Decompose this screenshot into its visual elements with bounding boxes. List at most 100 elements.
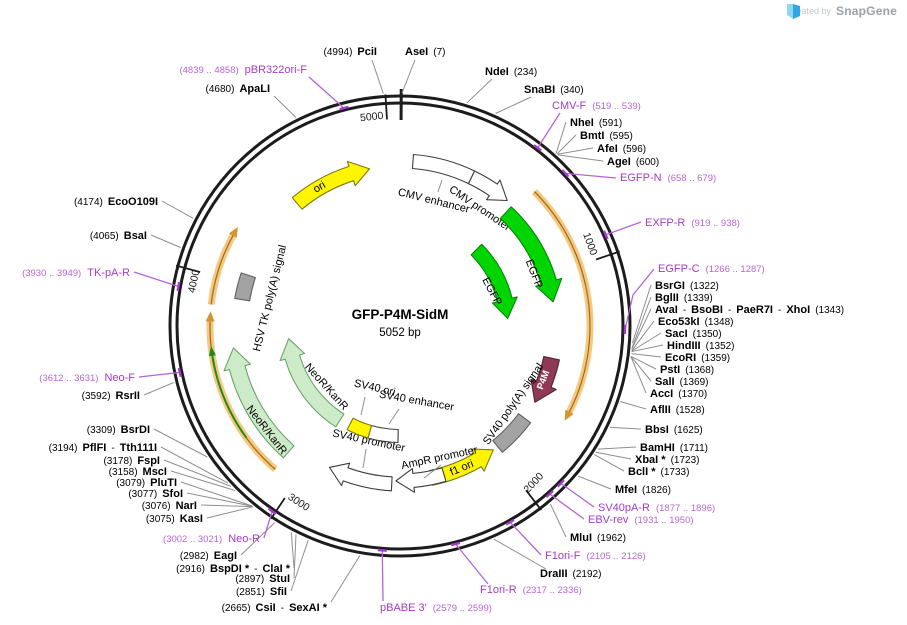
site-name: BspDI * xyxy=(210,563,250,575)
site-leader-line xyxy=(200,504,253,508)
site-name: BglII xyxy=(655,292,679,304)
site-label-bsrdi[interactable]: (3309) BsrDI xyxy=(87,424,150,436)
site-label-pflfi[interactable]: (3194) PflFI - Tth111I xyxy=(49,442,157,454)
site-position: (3194) xyxy=(49,443,78,454)
site-leader-line xyxy=(597,446,637,450)
site-label-sfoi[interactable]: (3077) SfoI xyxy=(128,488,183,500)
site-label-draiii[interactable]: DraIII (2192) xyxy=(540,568,601,580)
primer-label-tk-pa-r[interactable]: (3930 .. 3949) TK-pA-R xyxy=(22,267,130,279)
site-name: AflII xyxy=(650,404,671,416)
site-name: ClaI * xyxy=(262,563,290,575)
site-label-mlui[interactable]: MluI (1962) xyxy=(570,532,626,544)
site-label-avai[interactable]: AvaI - BsoBI - PaeR7I - XhoI (1343) xyxy=(655,304,844,316)
feature-label-hsv-tk-poly-a-signal[interactable]: HSV TK poly(A) signal xyxy=(251,244,289,353)
site-label-acci[interactable]: AccI (1370) xyxy=(650,388,707,400)
site-label-eagi[interactable]: (2982) EagI xyxy=(180,550,237,562)
primer-label-pbabe-3[interactable]: pBABE 3' (2579 .. 2599) xyxy=(380,602,492,614)
site-label-bmti[interactable]: BmtI (595) xyxy=(580,130,633,142)
site-label-afei[interactable]: AfeI (596) xyxy=(597,143,646,155)
site-position: (1723) xyxy=(671,455,700,466)
site-label-bamhi[interactable]: BamHI (1711) xyxy=(640,442,708,454)
site-label-bbsi[interactable]: BbsI (1625) xyxy=(645,424,703,436)
scale-tick xyxy=(175,264,201,273)
feature-arrow-cmv-promoter[interactable] xyxy=(467,170,508,202)
primer-label-egfp-n[interactable]: EGFP-N (658 .. 679) xyxy=(620,172,716,184)
site-name: BsoBI xyxy=(691,304,723,316)
site-label-bglii[interactable]: BglII (1339) xyxy=(655,292,713,304)
primer-anneal-tick xyxy=(377,548,387,552)
site-label-msci[interactable]: (3158) MscI xyxy=(109,466,167,478)
site-label-rsrii[interactable]: (3592) RsrII xyxy=(82,390,140,402)
site-label-bsrgi[interactable]: BsrGI (1322) xyxy=(655,280,719,292)
feature-arrow-neor-kanr[interactable] xyxy=(279,338,345,428)
site-label-bsai[interactable]: (4065) BsaI xyxy=(90,230,147,242)
site-label-pcii[interactable]: (4994) PciI xyxy=(324,46,377,58)
site-label-bspdi[interactable]: (2916) BspDI * - ClaI * xyxy=(176,563,291,575)
site-name: PciI xyxy=(357,46,377,58)
feature-arrow-p4m[interactable] xyxy=(530,356,560,403)
site-position: (1343) xyxy=(815,305,844,316)
site-label-asei[interactable]: AseI (7) xyxy=(405,46,445,58)
feature-label-sv40-ori[interactable]: SV40 ori xyxy=(353,377,397,398)
primer-name: F1ori-F xyxy=(545,550,581,562)
site-label-aflii[interactable]: AflII (1528) xyxy=(650,404,705,416)
site-label-apali[interactable]: (4680) ApaLI xyxy=(206,83,270,95)
site-leader-line xyxy=(153,428,208,458)
feature-arrow-neor-kanr[interactable] xyxy=(223,347,295,459)
site-label-bcli[interactable]: BclI * (1733) xyxy=(628,466,689,478)
site-label-ecoo109i[interactable]: (4174) EcoO109I xyxy=(74,196,158,208)
site-name: AgeI xyxy=(607,156,631,168)
primer-label-f1ori-r[interactable]: F1ori-R (2317 .. 2336) xyxy=(480,584,582,596)
site-label-hindiii[interactable]: HindIII (1352) xyxy=(667,340,735,352)
primer-label-sv40pa-r[interactable]: SV40pA-R (1877 .. 1896) xyxy=(598,502,715,514)
site-label-sali[interactable]: SalI (1369) xyxy=(655,376,708,388)
site-position: - xyxy=(281,603,284,614)
feature-label-neor-kanr[interactable]: NeoR/KanR xyxy=(244,403,290,457)
site-label-sfii[interactable]: (2851) SfiI xyxy=(236,586,287,598)
feature-arrow-sv40-poly-a-signal[interactable] xyxy=(492,413,532,453)
site-label-xbai[interactable]: XbaI * (1723) xyxy=(635,454,699,466)
primer-label-cmv-f[interactable]: CMV-F (519 .. 539) xyxy=(552,100,641,112)
primer-label-pbr322ori-f[interactable]: (4839 .. 4858) pBR322ori-F xyxy=(179,64,307,76)
feature-arrow-sv40-promoter[interactable] xyxy=(328,462,393,492)
scale-tick-label: 3000 xyxy=(286,491,312,514)
feature-arrow-egfp[interactable] xyxy=(499,206,563,303)
primer-label-neo-f[interactable]: (3612 .. 3631) Neo-F xyxy=(39,372,135,384)
site-label-psti[interactable]: PstI (1368) xyxy=(660,364,714,376)
feature-arrow-cmv-enhancer[interactable] xyxy=(411,153,476,185)
site-label-mfei[interactable]: MfeI (1826) xyxy=(615,484,671,496)
site-label-ndei[interactable]: NdeI (234) xyxy=(485,66,537,78)
site-label-snabi[interactable]: SnaBI (340) xyxy=(524,84,584,96)
site-position: (3075) xyxy=(146,514,175,525)
site-label-csii[interactable]: (2665) CsiI - SexAI * xyxy=(222,602,328,614)
site-label-agei[interactable]: AgeI (600) xyxy=(607,156,659,168)
primer-label-f1ori-f[interactable]: F1ori-F (2105 .. 2126) xyxy=(545,550,646,562)
primer-label-exfp-r[interactable]: EXFP-R (919 .. 938) xyxy=(645,217,740,229)
site-position: (1352) xyxy=(706,341,735,352)
site-label-kasi[interactable]: (3075) KasI xyxy=(146,513,203,525)
site-label-eco53ki[interactable]: Eco53kI (1348) xyxy=(658,316,734,328)
primer-anneal-tick xyxy=(545,490,554,498)
primer-label-neo-r[interactable]: (3002 .. 3021) Neo-R xyxy=(163,533,260,545)
feature-arrow-hsv-tk-poly-a-signal[interactable] xyxy=(234,272,256,302)
site-leader-line xyxy=(466,78,493,104)
feature-arrow-sv40-ori[interactable] xyxy=(346,417,373,439)
site-label-saci[interactable]: SacI (1350) xyxy=(665,328,722,340)
primer-label-egfp-c[interactable]: EGFP-C (1266 .. 1287) xyxy=(658,263,765,275)
primer-label-ebv-rev[interactable]: EBV-rev (1931 .. 1950) xyxy=(588,514,694,526)
site-leader-line xyxy=(163,459,232,487)
site-leader-line xyxy=(330,555,361,603)
site-label-ecori[interactable]: EcoRI (1359) xyxy=(665,352,730,364)
site-label-nari[interactable]: (3076) NarI xyxy=(142,500,197,512)
site-label-stui[interactable]: (2897) StuI xyxy=(235,573,290,585)
feature-arrow-ori[interactable] xyxy=(291,160,371,210)
site-label-nhei[interactable]: NheI (591) xyxy=(570,117,622,129)
feature-arrow-egfp[interactable] xyxy=(470,243,518,320)
site-label-pluti[interactable]: (3079) PluTI xyxy=(116,477,177,489)
primer-range: (658 .. 679) xyxy=(668,173,717,184)
feature-label-ori[interactable]: ori xyxy=(311,179,328,196)
site-label-fspi[interactable]: (3178) FspI xyxy=(103,455,160,467)
feature-arrow-ampr-promoter[interactable] xyxy=(395,467,447,493)
primer-name: SV40pA-R xyxy=(598,502,650,514)
